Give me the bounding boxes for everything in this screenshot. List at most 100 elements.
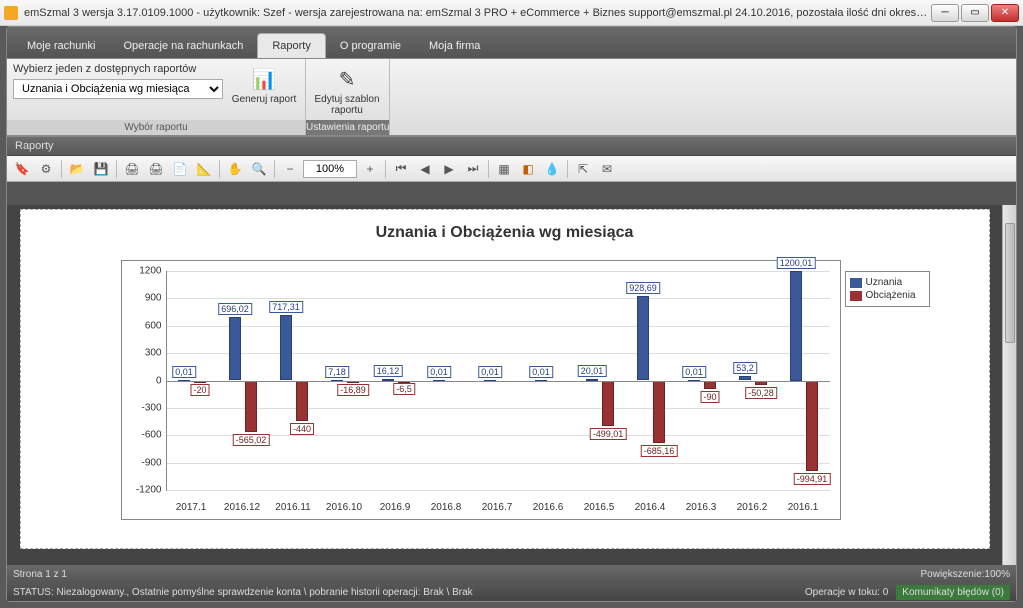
zoom-in-icon[interactable]: +: [359, 159, 381, 179]
quick-print-icon[interactable]: 🖨: [145, 159, 167, 179]
section-header: Raporty: [7, 136, 1016, 156]
ribbon-group-label-2: Ustawienia raportu: [306, 120, 389, 135]
tab-o-programie[interactable]: O programie: [326, 34, 415, 58]
ribbon-group-report-select: Wybierz jeden z dostępnych raportów Uzna…: [7, 59, 306, 135]
bar-label-uznania: 0,01: [478, 366, 502, 378]
close-button[interactable]: ✕: [991, 4, 1019, 22]
app-frame: Moje rachunki Operacje na rachunkach Rap…: [6, 26, 1017, 602]
last-page-icon[interactable]: ⏭: [462, 159, 484, 179]
legend-color-obciazenia: [850, 291, 862, 301]
menu-tabs-row: Moje rachunki Operacje na rachunkach Rap…: [7, 27, 1016, 59]
bar-label-uznania: 696,02: [218, 303, 252, 315]
maximize-button[interactable]: ▭: [961, 4, 989, 22]
email-icon[interactable]: ✉: [596, 159, 618, 179]
chart-title: Uznania i Obciążenia wg miesiąca: [21, 210, 989, 250]
open-icon[interactable]: 📂: [66, 159, 88, 179]
y-axis-label: 0: [122, 375, 162, 386]
zoom-input[interactable]: [303, 160, 357, 178]
operations-count: Operacje w toku: 0: [797, 587, 896, 598]
next-page-icon[interactable]: ▶: [438, 159, 460, 179]
window-buttons: ─ ▭ ✕: [931, 4, 1019, 22]
report-scroll[interactable]: Uznania i Obciążenia wg miesiąca 0,01-20…: [7, 205, 1002, 565]
tab-moja-firma[interactable]: Moja firma: [415, 34, 494, 58]
params-icon[interactable]: ⚙: [35, 159, 57, 179]
chart-frame: 0,01-20696,02-565,02717,31-4407,18-16,89…: [121, 260, 841, 520]
bar-label-uznania: 1200,01: [777, 257, 816, 269]
edit-template-button[interactable]: ✎ Edytuj szablon raportu: [312, 63, 382, 120]
bar-label-obciazenia: -6,5: [393, 383, 415, 395]
bar-uznania: [229, 317, 241, 381]
print-icon[interactable]: 🖨: [121, 159, 143, 179]
first-page-icon[interactable]: ⏮: [390, 159, 412, 179]
generate-report-button[interactable]: 📊 Generuj raport: [229, 63, 299, 109]
y-axis-label: 600: [122, 320, 162, 331]
ribbon-group-label-1: Wybór raportu: [7, 120, 305, 135]
tab-operacje[interactable]: Operacje na rachunkach: [109, 34, 257, 58]
bar-label-obciazenia: -50,28: [745, 387, 777, 399]
legend-label-uznania: Uznania: [866, 277, 903, 288]
hand-icon[interactable]: ✋: [224, 159, 246, 179]
prev-page-icon[interactable]: ◀: [414, 159, 436, 179]
x-axis-label: 2016.8: [431, 502, 462, 513]
page-status-bar: Strona 1 z 1 Powiększenie:100%: [7, 565, 1016, 583]
bar-label-obciazenia: -90: [700, 391, 719, 403]
ribbon-group-settings: ✎ Edytuj szablon raportu Ustawienia rapo…: [306, 59, 390, 135]
x-axis-label: 2016.10: [326, 502, 362, 513]
bar-label-uznania: 928,69: [626, 282, 660, 294]
x-axis-label: 2016.11: [275, 502, 310, 513]
zoom-indicator: Powiększenie:100%: [921, 569, 1011, 580]
legend-obciazenia: Obciążenia: [850, 289, 925, 302]
bar-label-obciazenia: -994,91: [794, 473, 831, 485]
bar-label-uznania: 717,31: [269, 301, 303, 313]
x-axis-label: 2016.2: [737, 502, 768, 513]
bar-label-obciazenia: -16,89: [337, 384, 369, 396]
y-axis-label: -600: [122, 430, 162, 441]
tab-moje-rachunki[interactable]: Moje rachunki: [13, 34, 109, 58]
x-axis-label: 2016.4: [635, 502, 666, 513]
zoom-out-icon[interactable]: −: [279, 159, 301, 179]
vertical-scrollbar[interactable]: [1002, 205, 1016, 565]
chart-icon: 📊: [252, 67, 277, 92]
bar-obciazenia: [806, 381, 818, 472]
bar-label-uznania: 0,01: [682, 366, 706, 378]
y-axis-label: -1200: [122, 485, 162, 496]
x-axis-label: 2016.1: [788, 502, 819, 513]
color-icon[interactable]: ◧: [517, 159, 539, 179]
ribbon: Wybierz jeden z dostępnych raportów Uzna…: [7, 59, 1016, 136]
bar-label-obciazenia: -499,01: [590, 428, 627, 440]
y-axis-label: 300: [122, 348, 162, 359]
bar-label-uznania: 7,18: [325, 366, 349, 378]
bookmarks-icon[interactable]: 🔖: [11, 159, 33, 179]
bar-label-uznania: 16,12: [374, 365, 403, 377]
x-axis-label: 2016.7: [482, 502, 513, 513]
window-title: emSzmal 3 wersja 3.17.0109.1000 - użytko…: [24, 7, 931, 19]
multipage-icon[interactable]: ▦: [493, 159, 515, 179]
bar-label-uznania: 0,01: [427, 366, 451, 378]
bar-label-uznania: 53,2: [733, 362, 757, 374]
bar-obciazenia: [653, 381, 665, 444]
app-status-bar: STATUS: Niezalogowany., Ostatnie pomyśln…: [7, 583, 1016, 601]
x-axis-label: 2016.12: [224, 502, 260, 513]
report-select[interactable]: Uznania i Obciążenia wg miesiąca: [13, 79, 223, 99]
x-axis-label: 2016.6: [533, 502, 564, 513]
report-page: Uznania i Obciążenia wg miesiąca 0,01-20…: [20, 209, 990, 549]
bar-uznania: [637, 296, 649, 381]
scale-icon[interactable]: 📐: [193, 159, 215, 179]
minimize-button[interactable]: ─: [931, 4, 959, 22]
bar-obciazenia: [704, 381, 716, 389]
page-setup-icon[interactable]: 📄: [169, 159, 191, 179]
save-icon[interactable]: 💾: [90, 159, 112, 179]
report-select-label: Wybierz jeden z dostępnych raportów: [13, 63, 223, 75]
scrollbar-thumb[interactable]: [1005, 223, 1015, 343]
app-icon: [4, 6, 18, 20]
tab-raporty[interactable]: Raporty: [257, 33, 326, 58]
export-icon[interactable]: ⇱: [572, 159, 594, 179]
zoom-tool-icon[interactable]: 🔍: [248, 159, 270, 179]
status-text: STATUS: Niezalogowany., Ostatnie pomyśln…: [13, 587, 473, 598]
chart-legend: Uznania Obciążenia: [845, 271, 930, 307]
bar-label-uznania: 0,01: [172, 366, 196, 378]
errors-count[interactable]: Komunikaty błędów (0): [896, 585, 1010, 600]
page-indicator: Strona 1 z 1: [13, 569, 67, 580]
watermark-icon[interactable]: 💧: [541, 159, 563, 179]
report-viewport: Uznania i Obciążenia wg miesiąca 0,01-20…: [7, 205, 1016, 565]
